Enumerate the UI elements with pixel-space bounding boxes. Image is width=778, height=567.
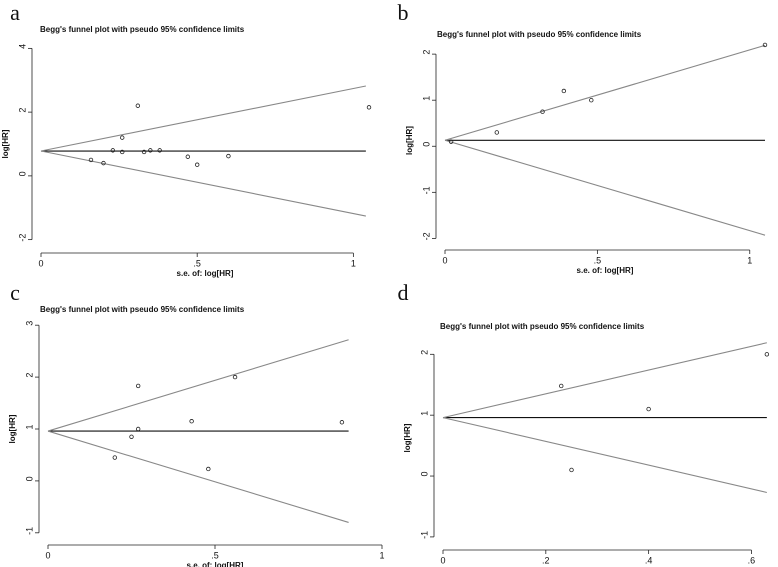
point — [206, 466, 211, 472]
point — [185, 154, 191, 159]
x-tick-label: 0 — [45, 550, 50, 560]
confidence-limit — [442, 342, 767, 419]
point — [120, 149, 125, 155]
point — [559, 383, 564, 389]
point — [494, 130, 500, 135]
chart-title: Begg's funnel plot with pseudo 95% confi… — [40, 305, 245, 314]
confidence-limit — [40, 150, 366, 217]
point — [448, 139, 454, 144]
point — [129, 434, 134, 439]
chart-title: Begg's funnel plot with pseudo 95% confi… — [440, 322, 645, 331]
y-tick-label: 3 — [24, 321, 34, 326]
y-tick-label: 2 — [17, 108, 27, 113]
panel-label: d — [398, 280, 409, 305]
point — [135, 383, 141, 389]
point — [646, 406, 651, 412]
x-axis-label: s.e. of: log[HR] — [187, 561, 244, 567]
y-axis-label: log[HR] — [405, 126, 414, 155]
x-tick-label: 0 — [442, 255, 447, 265]
point — [540, 109, 545, 114]
y-tick-label: 2 — [419, 350, 429, 355]
y-tick-label: 1 — [24, 424, 34, 429]
confidence-limit — [40, 85, 366, 152]
y-tick-label: 1 — [421, 96, 431, 101]
x-tick-label: .5 — [193, 258, 201, 268]
y-tick-label: -1 — [419, 531, 429, 539]
point — [232, 374, 238, 380]
confidence-limit — [444, 139, 766, 236]
x-tick-label: 1 — [379, 550, 384, 560]
confidence-limit — [47, 339, 349, 432]
point — [120, 135, 125, 140]
x-tick-label: .4 — [645, 555, 653, 565]
confidence-limit — [444, 44, 766, 141]
point — [101, 160, 106, 166]
panel-label: c — [10, 280, 20, 305]
x-tick-label: .5 — [594, 255, 602, 265]
point — [764, 352, 770, 357]
point — [141, 149, 147, 155]
point — [569, 467, 574, 473]
confidence-limit — [47, 430, 349, 523]
point — [561, 88, 567, 94]
point — [366, 105, 372, 110]
x-axis-label: s.e. of: log[HR] — [577, 266, 634, 275]
y-tick-label: 0 — [24, 476, 34, 481]
y-tick-label: 0 — [419, 472, 429, 477]
point — [226, 153, 231, 159]
x-tick-label: 1 — [747, 255, 752, 265]
y-axis-label: log[HR] — [1, 129, 10, 158]
y-tick-label: 0 — [17, 171, 27, 176]
point — [88, 157, 94, 163]
x-tick-label: .2 — [542, 555, 550, 565]
y-tick-label: -2 — [421, 232, 431, 240]
point — [589, 97, 594, 103]
panel-label: a — [10, 0, 20, 25]
y-tick-label: -1 — [24, 527, 34, 535]
point — [148, 148, 153, 153]
y-tick-label: 0 — [421, 142, 431, 147]
y-tick-label: 2 — [421, 50, 431, 55]
point — [112, 455, 117, 460]
point — [157, 148, 162, 153]
y-tick-label: -1 — [421, 186, 431, 194]
point — [135, 103, 141, 108]
x-tick-label: .5 — [211, 550, 219, 560]
y-tick-label: 2 — [24, 373, 34, 378]
x-tick-label: 0 — [440, 555, 445, 565]
x-tick-label: .6 — [748, 555, 756, 565]
x-tick-label: 0 — [38, 258, 43, 268]
x-tick-label: 1 — [351, 258, 356, 268]
point — [762, 42, 768, 48]
chart-title: Begg's funnel plot with pseudo 95% confi… — [437, 30, 642, 39]
point — [189, 419, 194, 424]
y-tick-label: -2 — [17, 234, 27, 242]
point — [110, 148, 116, 153]
confidence-limit — [442, 417, 767, 494]
point — [194, 162, 200, 167]
y-tick-label: 1 — [419, 411, 429, 416]
panel-label: b — [398, 0, 409, 25]
y-tick-label: 4 — [17, 44, 27, 49]
y-axis-label: log[HR] — [8, 414, 17, 443]
x-axis-label: s.e. of: log[HR] — [177, 269, 234, 278]
y-axis-label: log[HR] — [403, 423, 412, 452]
point — [135, 426, 141, 432]
chart-title: Begg's funnel plot with pseudo 95% confi… — [40, 25, 245, 34]
point — [339, 420, 345, 425]
